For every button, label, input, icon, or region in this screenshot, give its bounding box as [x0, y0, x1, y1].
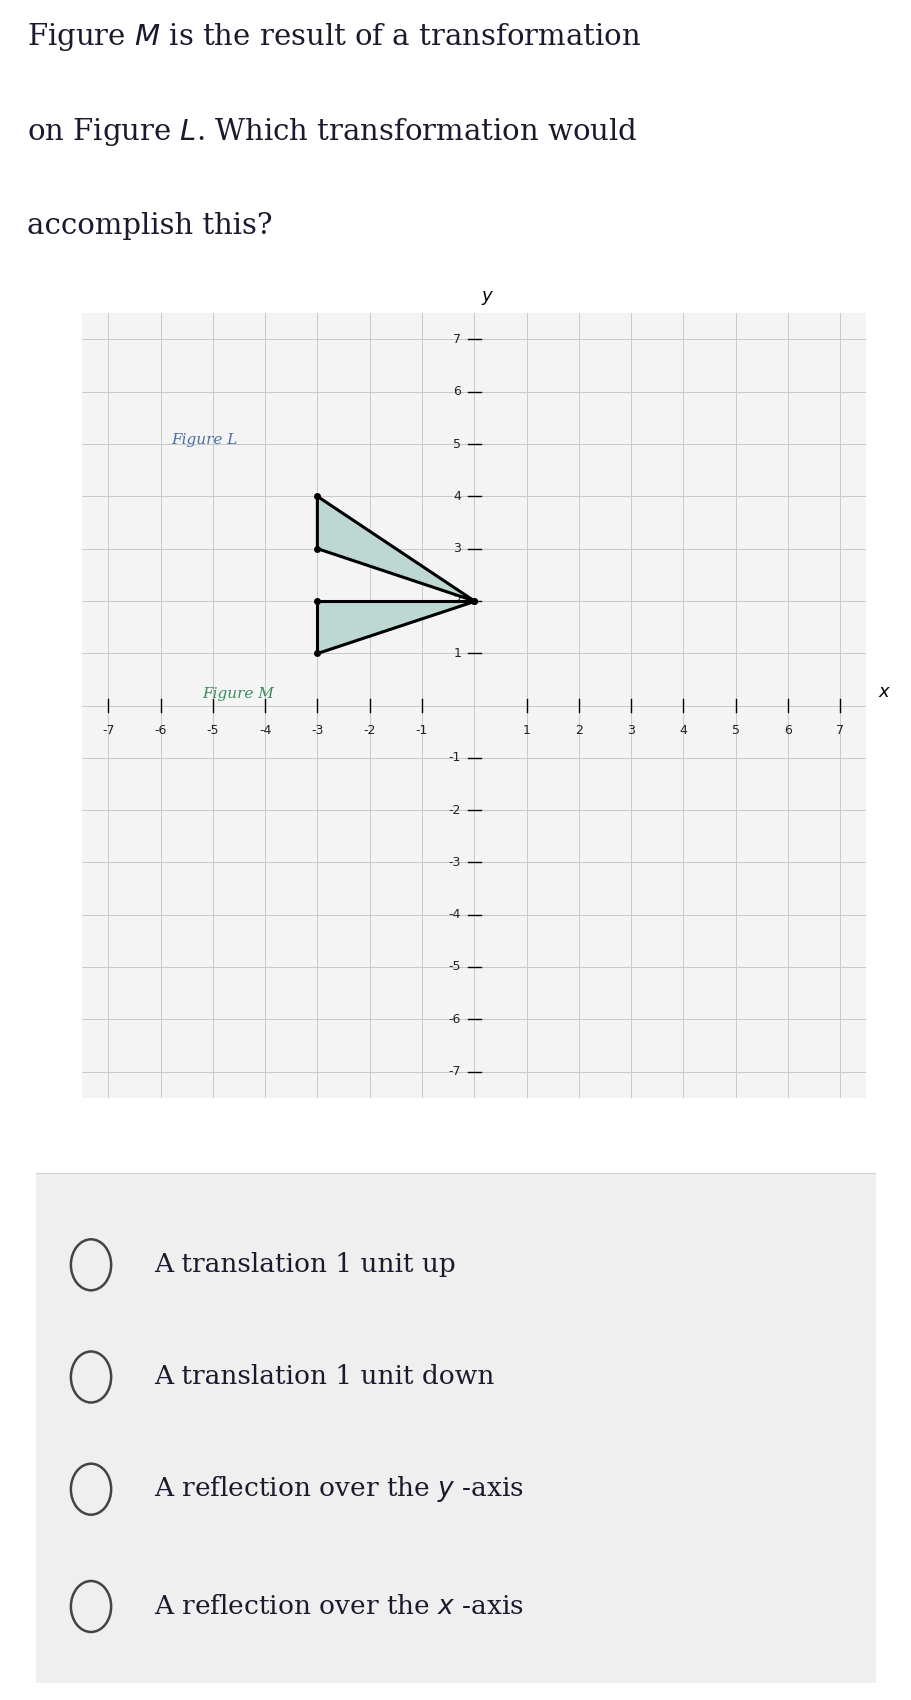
Text: $x$: $x$: [877, 683, 890, 702]
Text: -2: -2: [448, 804, 461, 816]
Text: -7: -7: [448, 1064, 461, 1078]
Text: 7: 7: [453, 333, 461, 347]
Text: 5: 5: [453, 437, 461, 451]
Text: -3: -3: [448, 855, 461, 869]
Text: 5: 5: [731, 724, 739, 736]
Polygon shape: [317, 600, 474, 653]
Text: -1: -1: [415, 724, 427, 736]
Text: A translation 1 unit down: A translation 1 unit down: [154, 1365, 494, 1389]
Text: -6: -6: [448, 1013, 461, 1025]
Text: -1: -1: [448, 751, 461, 765]
Text: -6: -6: [154, 724, 167, 736]
Text: -5: -5: [206, 724, 219, 736]
Text: 4: 4: [679, 724, 687, 736]
Text: A translation 1 unit up: A translation 1 unit up: [154, 1253, 455, 1277]
Text: 6: 6: [453, 386, 461, 398]
Text: -4: -4: [259, 724, 271, 736]
Polygon shape: [317, 496, 474, 600]
Text: -3: -3: [311, 724, 323, 736]
Text: -2: -2: [363, 724, 375, 736]
Text: $y$: $y$: [480, 289, 494, 306]
Text: 3: 3: [453, 542, 461, 556]
Text: on Figure $\mathit{L}$. Which transformation would: on Figure $\mathit{L}$. Which transforma…: [27, 116, 637, 148]
Text: A reflection over the $x$ -axis: A reflection over the $x$ -axis: [154, 1595, 523, 1618]
Text: 6: 6: [783, 724, 791, 736]
Text: 1: 1: [453, 646, 461, 660]
Text: -4: -4: [448, 908, 461, 921]
Text: 2: 2: [453, 595, 461, 607]
Text: Figure $\mathit{M}$ is the result of a transformation: Figure $\mathit{M}$ is the result of a t…: [27, 22, 640, 53]
Text: 4: 4: [453, 490, 461, 503]
Text: -5: -5: [448, 960, 461, 974]
Text: 7: 7: [835, 724, 844, 736]
Text: -7: -7: [102, 724, 115, 736]
Text: 3: 3: [627, 724, 634, 736]
Text: 2: 2: [574, 724, 582, 736]
Text: 1: 1: [522, 724, 530, 736]
Text: accomplish this?: accomplish this?: [27, 212, 272, 240]
Text: A reflection over the $y$ -axis: A reflection over the $y$ -axis: [154, 1474, 523, 1505]
FancyBboxPatch shape: [28, 1173, 883, 1686]
Text: Figure M: Figure M: [202, 687, 274, 700]
Text: Figure L: Figure L: [170, 434, 237, 447]
